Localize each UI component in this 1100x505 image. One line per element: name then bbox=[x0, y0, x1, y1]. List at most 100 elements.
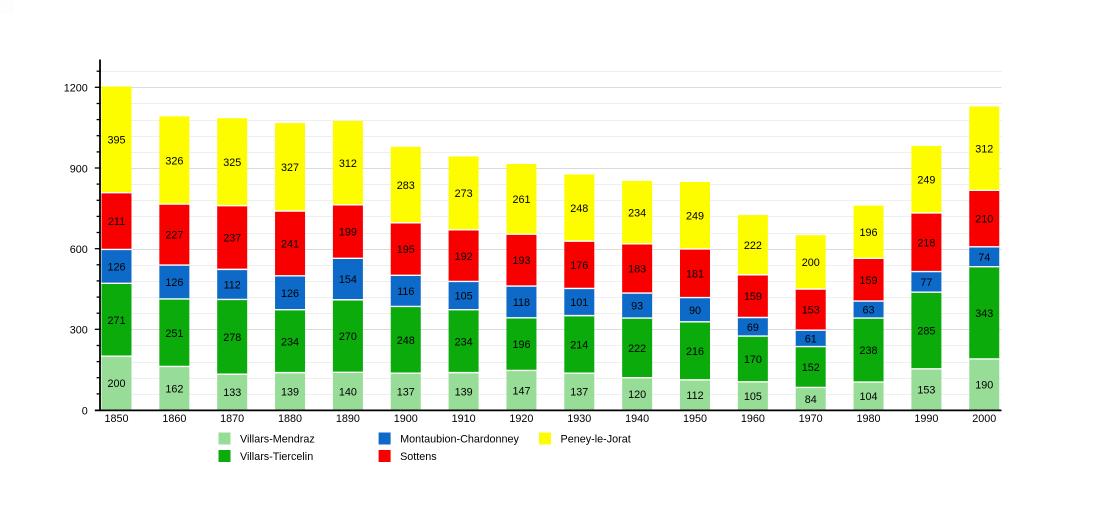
svg-text:105: 105 bbox=[455, 291, 473, 303]
svg-text:312: 312 bbox=[975, 143, 993, 155]
svg-text:222: 222 bbox=[628, 343, 646, 355]
svg-text:104: 104 bbox=[860, 391, 878, 403]
svg-text:234: 234 bbox=[281, 336, 299, 348]
svg-text:200: 200 bbox=[802, 257, 820, 269]
svg-text:278: 278 bbox=[223, 332, 241, 344]
svg-text:1910: 1910 bbox=[452, 413, 476, 425]
svg-text:93: 93 bbox=[631, 301, 643, 313]
svg-text:271: 271 bbox=[107, 315, 125, 327]
svg-text:1980: 1980 bbox=[857, 413, 881, 425]
svg-text:90: 90 bbox=[689, 305, 701, 317]
svg-text:1950: 1950 bbox=[683, 413, 707, 425]
svg-text:211: 211 bbox=[108, 216, 125, 228]
svg-text:261: 261 bbox=[512, 194, 530, 206]
svg-text:326: 326 bbox=[165, 155, 183, 167]
svg-text:1890: 1890 bbox=[336, 413, 360, 425]
svg-text:248: 248 bbox=[397, 335, 415, 347]
svg-text:273: 273 bbox=[455, 188, 473, 200]
svg-text:Villars-Tiercelin: Villars-Tiercelin bbox=[240, 451, 313, 463]
svg-text:152: 152 bbox=[802, 362, 820, 374]
svg-text:241: 241 bbox=[281, 239, 299, 251]
svg-text:139: 139 bbox=[455, 386, 473, 398]
svg-text:1960: 1960 bbox=[741, 413, 765, 425]
svg-text:84: 84 bbox=[805, 394, 817, 406]
svg-text:162: 162 bbox=[165, 383, 183, 395]
svg-text:312: 312 bbox=[339, 158, 357, 170]
svg-text:Villars-Mendraz: Villars-Mendraz bbox=[240, 434, 315, 446]
svg-text:116: 116 bbox=[397, 286, 414, 298]
svg-text:600: 600 bbox=[70, 244, 88, 256]
svg-text:196: 196 bbox=[860, 227, 878, 239]
svg-text:343: 343 bbox=[975, 308, 993, 320]
svg-text:126: 126 bbox=[165, 277, 183, 289]
svg-text:126: 126 bbox=[281, 288, 299, 300]
svg-text:192: 192 bbox=[455, 251, 473, 263]
svg-text:214: 214 bbox=[570, 339, 588, 351]
svg-text:Peney-le-Jorat: Peney-le-Jorat bbox=[561, 434, 631, 446]
svg-text:139: 139 bbox=[281, 386, 299, 398]
svg-text:227: 227 bbox=[165, 230, 183, 242]
svg-text:900: 900 bbox=[70, 163, 88, 175]
svg-text:0: 0 bbox=[82, 405, 88, 417]
svg-text:105: 105 bbox=[744, 391, 762, 403]
svg-text:327: 327 bbox=[281, 162, 299, 174]
svg-text:1880: 1880 bbox=[278, 413, 302, 425]
svg-text:137: 137 bbox=[570, 387, 588, 399]
svg-text:61: 61 bbox=[805, 333, 817, 345]
svg-text:283: 283 bbox=[397, 180, 415, 192]
svg-text:190: 190 bbox=[975, 380, 993, 392]
svg-text:2000: 2000 bbox=[972, 413, 996, 425]
svg-text:270: 270 bbox=[339, 331, 357, 343]
svg-text:195: 195 bbox=[397, 244, 415, 256]
svg-text:133: 133 bbox=[223, 387, 241, 399]
svg-text:234: 234 bbox=[628, 207, 646, 219]
svg-text:69: 69 bbox=[747, 322, 759, 334]
svg-text:1970: 1970 bbox=[799, 413, 823, 425]
svg-text:1920: 1920 bbox=[509, 413, 533, 425]
svg-text:210: 210 bbox=[975, 214, 993, 226]
svg-text:300: 300 bbox=[70, 325, 88, 337]
svg-text:181: 181 bbox=[686, 268, 704, 280]
svg-text:234: 234 bbox=[455, 336, 473, 348]
svg-text:218: 218 bbox=[917, 237, 935, 249]
svg-text:251: 251 bbox=[165, 328, 183, 340]
svg-text:249: 249 bbox=[917, 175, 935, 187]
svg-text:249: 249 bbox=[686, 211, 704, 223]
svg-text:153: 153 bbox=[917, 385, 935, 397]
svg-text:101: 101 bbox=[570, 297, 588, 309]
svg-text:63: 63 bbox=[863, 305, 875, 317]
svg-text:120: 120 bbox=[628, 389, 646, 401]
svg-text:Sottens: Sottens bbox=[400, 451, 437, 463]
svg-text:196: 196 bbox=[512, 339, 530, 351]
svg-text:199: 199 bbox=[339, 227, 357, 239]
svg-text:395: 395 bbox=[107, 135, 125, 147]
svg-text:153: 153 bbox=[802, 305, 820, 317]
svg-text:77: 77 bbox=[920, 277, 932, 289]
svg-text:1860: 1860 bbox=[162, 413, 186, 425]
svg-text:112: 112 bbox=[224, 280, 241, 292]
svg-text:112: 112 bbox=[686, 390, 703, 402]
svg-text:238: 238 bbox=[860, 345, 878, 357]
svg-text:159: 159 bbox=[744, 291, 762, 303]
svg-text:74: 74 bbox=[978, 252, 990, 264]
svg-text:137: 137 bbox=[397, 387, 415, 399]
svg-text:1900: 1900 bbox=[394, 413, 418, 425]
svg-text:1200: 1200 bbox=[64, 83, 88, 95]
svg-text:1990: 1990 bbox=[914, 413, 938, 425]
svg-text:170: 170 bbox=[744, 354, 762, 366]
svg-text:140: 140 bbox=[339, 386, 357, 398]
svg-text:285: 285 bbox=[917, 326, 935, 338]
svg-text:216: 216 bbox=[686, 346, 704, 358]
svg-text:1930: 1930 bbox=[567, 413, 591, 425]
svg-text:325: 325 bbox=[223, 157, 241, 169]
svg-text:176: 176 bbox=[570, 260, 588, 272]
svg-text:200: 200 bbox=[107, 378, 125, 390]
svg-text:Montaubion-Chardonney: Montaubion-Chardonney bbox=[400, 434, 519, 446]
svg-text:193: 193 bbox=[512, 255, 530, 267]
svg-text:237: 237 bbox=[223, 233, 241, 245]
svg-text:222: 222 bbox=[744, 240, 762, 252]
svg-text:154: 154 bbox=[339, 274, 357, 286]
svg-text:1940: 1940 bbox=[625, 413, 649, 425]
svg-text:1870: 1870 bbox=[220, 413, 244, 425]
svg-text:147: 147 bbox=[512, 385, 530, 397]
